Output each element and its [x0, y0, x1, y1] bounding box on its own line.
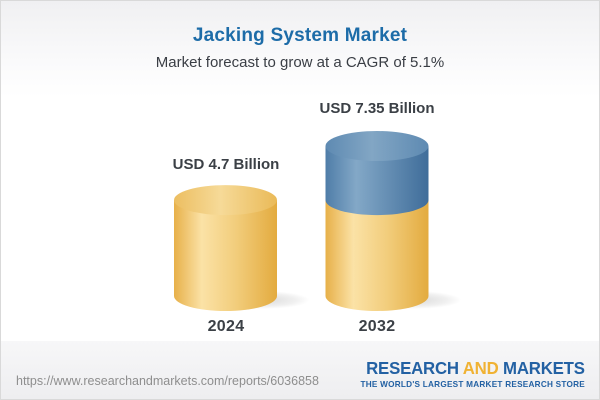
- logo-word-research: RESEARCH: [366, 358, 460, 378]
- logo-word-markets: MARKETS: [503, 358, 585, 378]
- cylinder-2024-top: [174, 185, 277, 216]
- logo-wordmark: RESEARCH AND MARKETS: [366, 358, 585, 378]
- report-source-url: https://www.researchandmarkets.com/repor…: [16, 374, 319, 388]
- category-label-2032: 2032: [358, 318, 396, 335]
- cylinder-2032-growth-segment: [325, 146, 429, 216]
- value-label-2024: USD 4.7 Billion: [172, 156, 280, 173]
- footer-band: [1, 341, 599, 399]
- category-label-2024: 2024: [207, 318, 245, 335]
- cylinder-2032-base-segment: [325, 200, 429, 312]
- page-subtitle: Market forecast to grow at a CAGR of 5.1…: [155, 54, 445, 71]
- cylinder-2032-top: [325, 131, 429, 161]
- logo-tagline: THE WORLD'S LARGEST MARKET RESEARCH STOR…: [360, 380, 585, 390]
- page-title: Jacking System Market: [192, 25, 408, 46]
- cylinder-2024-body: [174, 200, 277, 312]
- value-label-2032: USD 7.35 Billion: [319, 100, 435, 117]
- research-and-markets-logo: RESEARCH AND MARKETS THE WORLD'S LARGEST…: [357, 358, 586, 390]
- header-gradient-band: [1, 1, 599, 97]
- logo-word-and: AND: [462, 358, 499, 378]
